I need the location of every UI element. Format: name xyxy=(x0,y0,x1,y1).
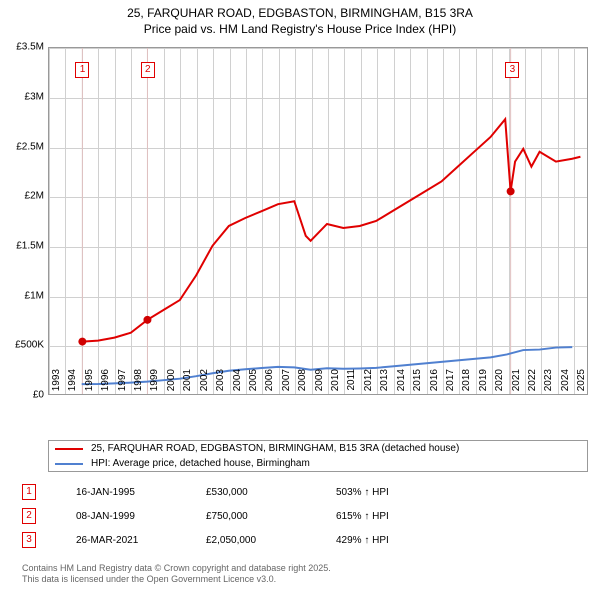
chart-area: £0 £500K £1M £1.5M £2M £2.5M £3M £3.5M 1 2 3 1993… xyxy=(0,37,600,435)
x-tick-label: 2020 xyxy=(494,369,505,399)
footer-line-2: This data is licensed under the Open Gov… xyxy=(22,574,331,586)
sale-marker-box: 3 xyxy=(22,532,36,548)
x-tick-label: 2011 xyxy=(346,369,357,399)
plot-area: 1 2 3 xyxy=(48,47,588,395)
x-tick-label: 2024 xyxy=(560,369,571,399)
sale-point xyxy=(507,188,515,196)
sale-row: 1 16-JAN-1995£530,000503% ↑ HPI xyxy=(22,484,582,500)
sale-row: 2 08-JAN-1999£750,000615% ↑ HPI xyxy=(22,508,582,524)
sale-price: £530,000 xyxy=(206,487,336,498)
footer-line-1: Contains HM Land Registry data © Crown c… xyxy=(22,563,331,575)
y-tick-label: £1M xyxy=(25,290,44,301)
sale-point xyxy=(78,338,86,346)
y-tick-label: £3.5M xyxy=(16,42,44,53)
y-tick-label: £1.5M xyxy=(16,241,44,252)
x-tick-label: 1993 xyxy=(51,369,62,399)
x-tick-label: 1999 xyxy=(149,369,160,399)
legend: 25, FARQUHAR ROAD, EDGBASTON, BIRMINGHAM… xyxy=(48,440,588,472)
x-tick-label: 2003 xyxy=(215,369,226,399)
x-tick-label: 2014 xyxy=(396,369,407,399)
x-tick-label: 2005 xyxy=(248,369,259,399)
x-tick-label: 2012 xyxy=(363,369,374,399)
x-tick-label: 2009 xyxy=(314,369,325,399)
x-tick-label: 2016 xyxy=(429,369,440,399)
x-tick-label: 1998 xyxy=(133,369,144,399)
chart-marker: 1 xyxy=(75,62,89,78)
y-tick-label: £2M xyxy=(25,191,44,202)
x-tick-label: 2010 xyxy=(330,369,341,399)
x-tick-label: 1997 xyxy=(117,369,128,399)
y-tick-label: £500K xyxy=(15,340,44,351)
x-tick-label: 2017 xyxy=(445,369,456,399)
sale-hpi-pct: 615% ↑ HPI xyxy=(336,511,476,522)
x-tick-label: 2022 xyxy=(527,369,538,399)
y-tick-label: £3M xyxy=(25,91,44,102)
x-tick-label: 2002 xyxy=(199,369,210,399)
chart-marker: 2 xyxy=(141,62,155,78)
x-tick-label: 1996 xyxy=(100,369,111,399)
legend-item: 25, FARQUHAR ROAD, EDGBASTON, BIRMINGHAM… xyxy=(49,441,587,456)
x-tick-label: 1995 xyxy=(84,369,95,399)
legend-item: HPI: Average price, detached house, Birm… xyxy=(49,456,587,471)
legend-swatch xyxy=(55,448,83,450)
sales-table: 1 16-JAN-1995£530,000503% ↑ HPI 2 08-JAN-19… xyxy=(22,484,582,556)
y-tick-label: £2.5M xyxy=(16,141,44,152)
sale-price: £750,000 xyxy=(206,511,336,522)
title-line-2: Price paid vs. HM Land Registry's House … xyxy=(0,22,600,38)
sale-marker-box: 1 xyxy=(22,484,36,500)
sale-marker-box: 2 xyxy=(22,508,36,524)
legend-label: HPI: Average price, detached house, Birm… xyxy=(91,458,310,469)
x-tick-label: 2006 xyxy=(264,369,275,399)
x-tick-label: 2019 xyxy=(478,369,489,399)
x-tick-label: 2007 xyxy=(281,369,292,399)
x-tick-label: 2013 xyxy=(379,369,390,399)
x-tick-label: 1994 xyxy=(67,369,78,399)
sale-date: 08-JAN-1999 xyxy=(76,511,206,522)
x-tick-label: 2015 xyxy=(412,369,423,399)
chart-title: 25, FARQUHAR ROAD, EDGBASTON, BIRMINGHAM… xyxy=(0,0,600,37)
sale-row: 3 26-MAR-2021£2,050,000429% ↑ HPI xyxy=(22,532,582,548)
sale-date: 26-MAR-2021 xyxy=(76,535,206,546)
x-tick-label: 2021 xyxy=(511,369,522,399)
x-tick-label: 2001 xyxy=(182,369,193,399)
sale-hpi-pct: 429% ↑ HPI xyxy=(336,535,476,546)
line-plot xyxy=(49,48,587,394)
x-tick-label: 2018 xyxy=(461,369,472,399)
legend-swatch xyxy=(55,463,83,465)
sale-hpi-pct: 503% ↑ HPI xyxy=(336,487,476,498)
x-tick-label: 2025 xyxy=(576,369,587,399)
x-tick-label: 2004 xyxy=(232,369,243,399)
series-property xyxy=(82,119,580,341)
chart-marker: 3 xyxy=(505,62,519,78)
sale-date: 16-JAN-1995 xyxy=(76,487,206,498)
y-tick-label: £0 xyxy=(33,390,44,401)
sale-price: £2,050,000 xyxy=(206,535,336,546)
title-line-1: 25, FARQUHAR ROAD, EDGBASTON, BIRMINGHAM… xyxy=(0,6,600,22)
footer-attribution: Contains HM Land Registry data © Crown c… xyxy=(22,563,331,586)
sale-point xyxy=(143,316,151,324)
x-tick-label: 2000 xyxy=(166,369,177,399)
x-tick-label: 2023 xyxy=(543,369,554,399)
x-tick-label: 2008 xyxy=(297,369,308,399)
legend-label: 25, FARQUHAR ROAD, EDGBASTON, BIRMINGHAM… xyxy=(91,443,459,454)
